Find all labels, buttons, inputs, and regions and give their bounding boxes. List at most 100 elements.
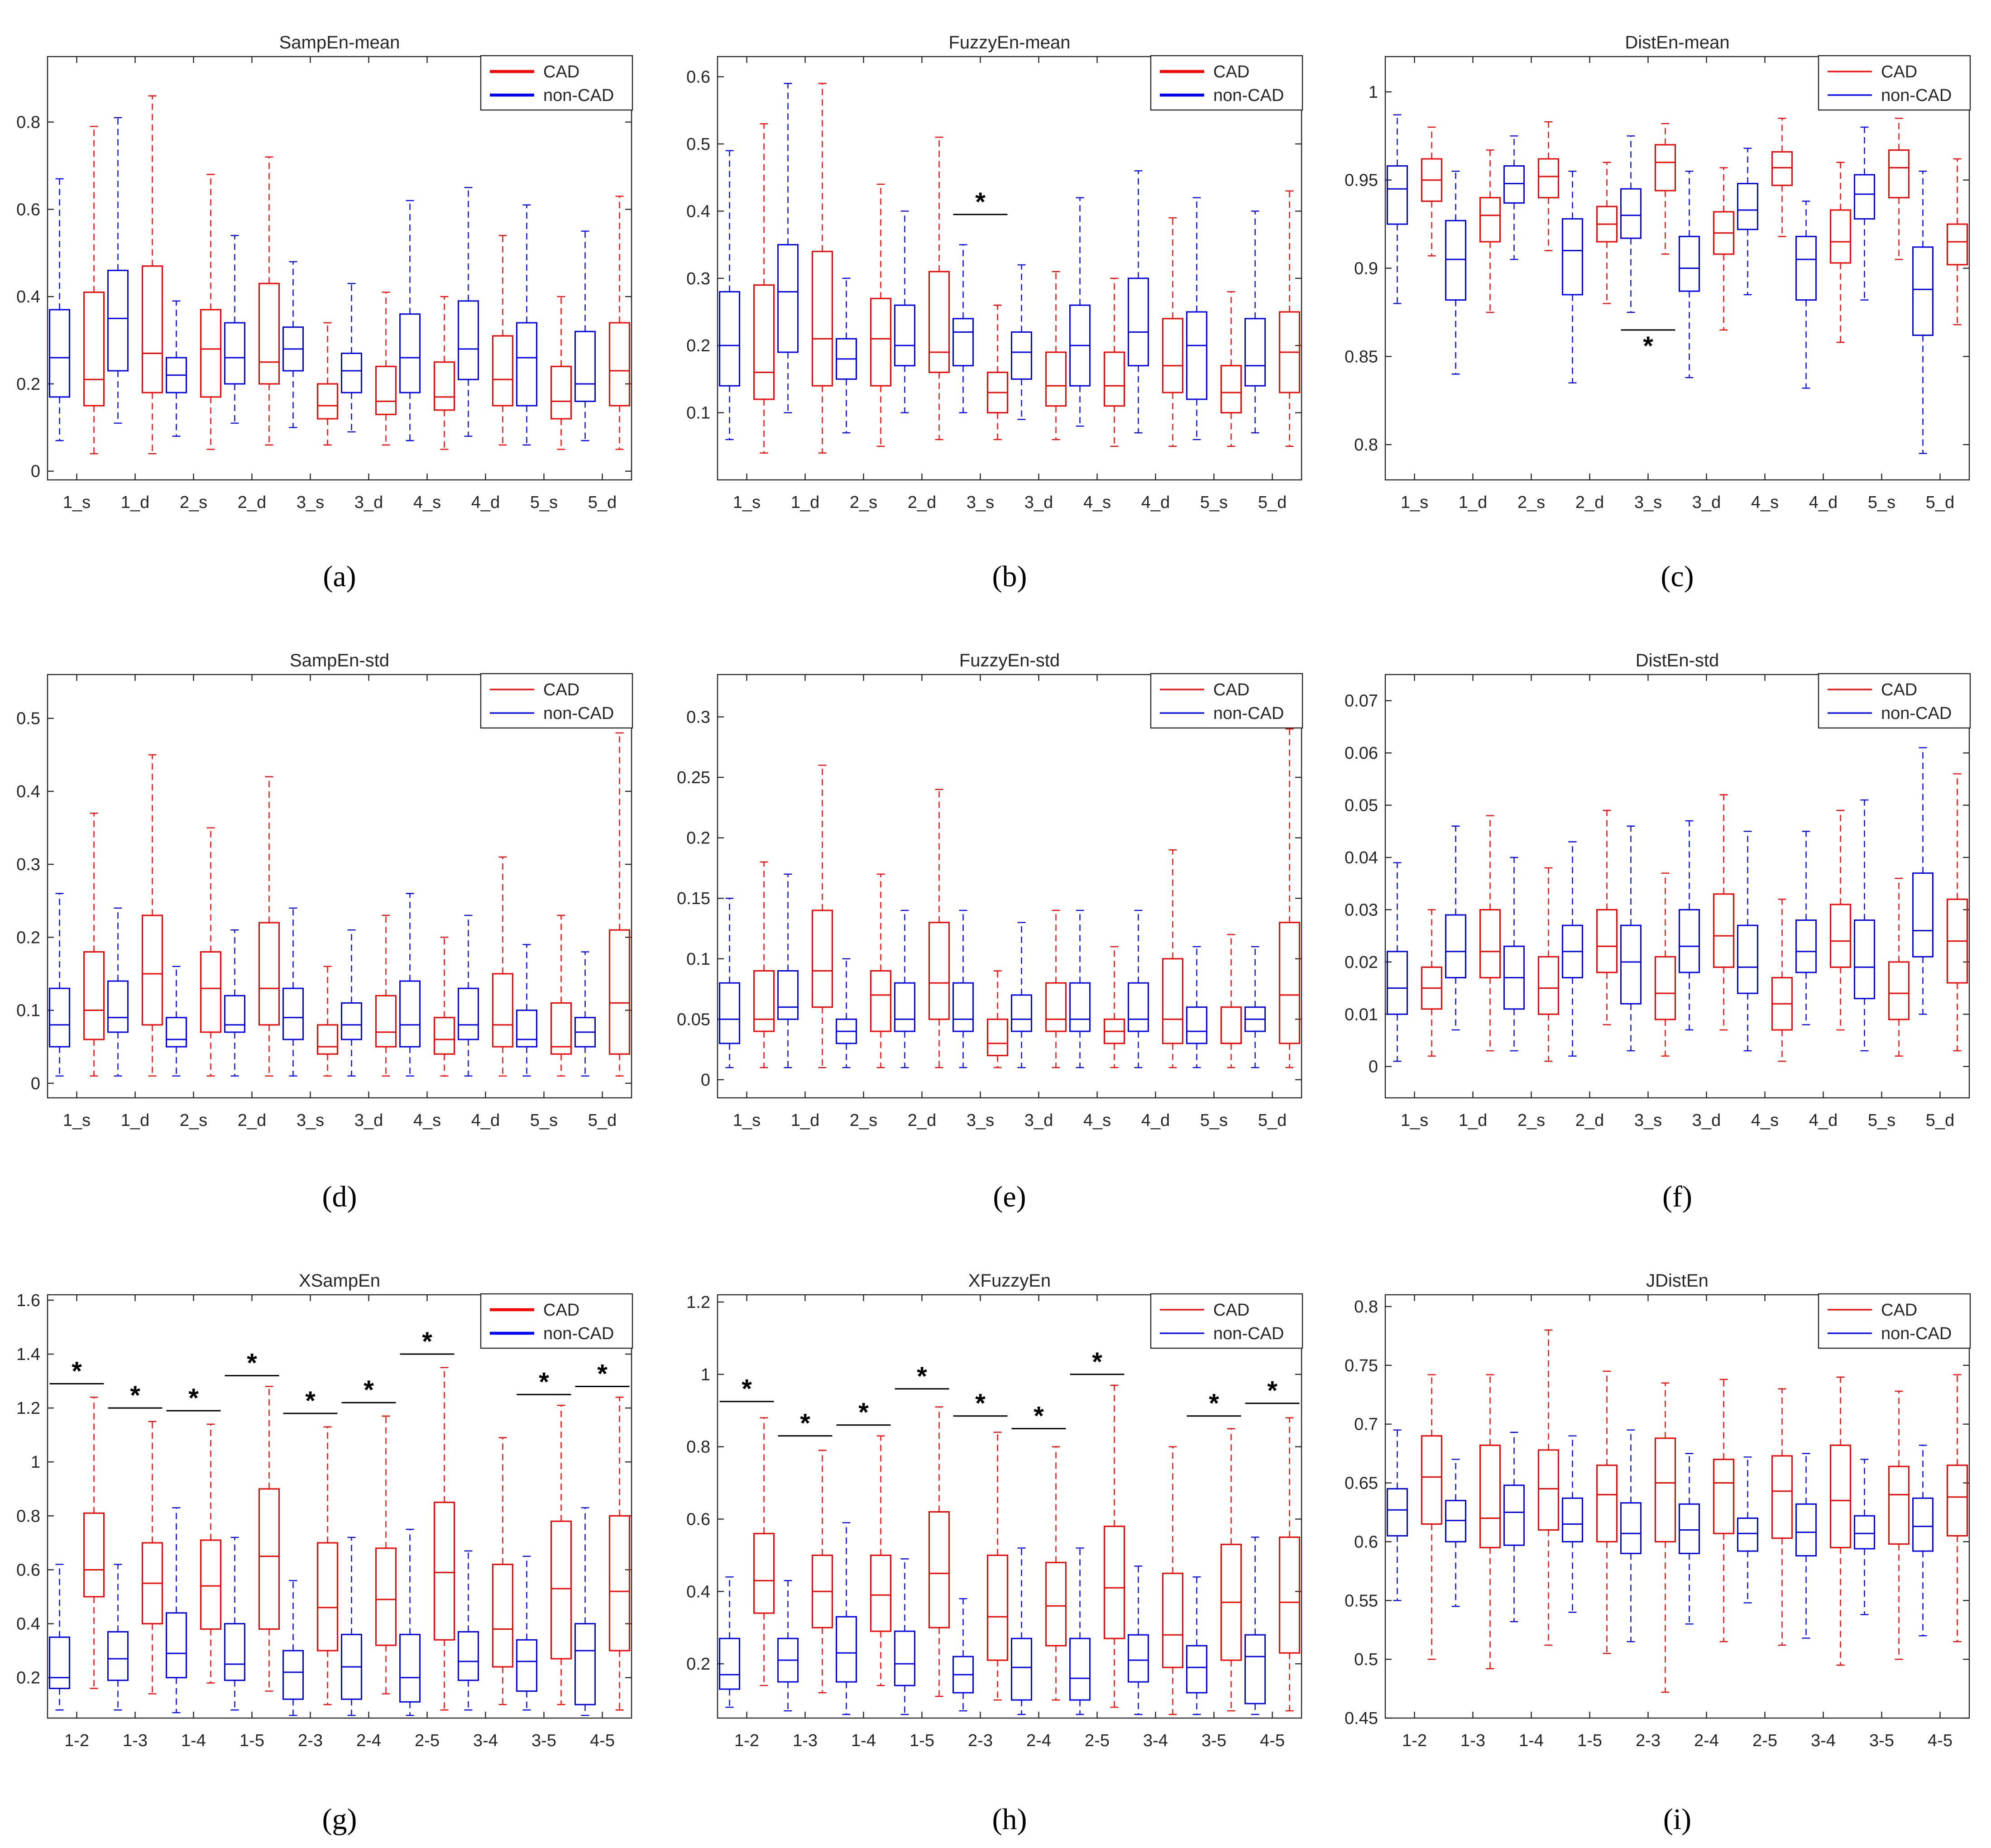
- box-3-5: [516, 1556, 537, 1711]
- box-2-4: [1713, 1379, 1734, 1642]
- box-1-5: [258, 1386, 280, 1692]
- box-3-4: [1128, 1566, 1149, 1715]
- box-iqr: [1538, 1449, 1559, 1531]
- box-2-4: [1011, 1547, 1032, 1715]
- box-iqr: [1830, 209, 1851, 264]
- box-4_d: [458, 187, 479, 437]
- series-non-cad: [49, 1507, 596, 1716]
- box-iqr: [1244, 1634, 1266, 1704]
- y-tick-label: 0.2: [16, 928, 40, 947]
- box-iqr: [516, 322, 537, 407]
- box-5_s: [1186, 197, 1207, 440]
- box-iqr: [550, 1520, 572, 1660]
- box-5_s: [516, 204, 537, 446]
- chart-title: XSampEn: [299, 1271, 380, 1291]
- box-iqr: [753, 1532, 775, 1614]
- box-1-2: [1421, 1374, 1442, 1660]
- box-1_d: [1445, 171, 1466, 375]
- y-tick-label: 0.8: [1354, 1297, 1378, 1317]
- box-iqr: [1279, 1536, 1300, 1654]
- box-iqr: [1279, 922, 1300, 1044]
- box-1-3: [777, 1580, 799, 1712]
- box-iqr: [1655, 144, 1676, 192]
- box-iqr: [928, 271, 950, 373]
- axes-box: [47, 674, 632, 1099]
- box-2_d: [894, 910, 915, 1068]
- box-3_d: [1011, 922, 1032, 1068]
- x-tick-label: 3_d: [1692, 1111, 1721, 1130]
- y-tick-label: 0.4: [16, 1615, 40, 1634]
- box-1_s: [1421, 909, 1442, 1057]
- box-iqr: [1538, 158, 1559, 199]
- legend-label-non-cad: non-CAD: [543, 1324, 614, 1343]
- box-iqr: [317, 1542, 338, 1652]
- x-tick-label: 4_d: [1809, 1111, 1838, 1130]
- x-tick-label: 3-4: [473, 1731, 498, 1750]
- panel-disten-mean: DistEn-mean 0.8 0.85 0.9 0.95 1 1_s 1_d 2_s 2_d 3_…: [1345, 33, 1971, 593]
- legend-box: [480, 1293, 633, 1349]
- x-tick-label: 4_d: [471, 1111, 500, 1130]
- x-tick-label: 3_d: [354, 493, 383, 512]
- box-5_s: [550, 296, 572, 450]
- box-iqr: [1888, 149, 1910, 199]
- y-tick-label: 0: [701, 1071, 710, 1090]
- panel-fuzzyen-std: FuzzyEn-std 0 0.05 0.1 0.15 0.2 0.25 0.3 1_s 1_d 2…: [677, 651, 1303, 1213]
- box-5_d: [1947, 158, 1968, 326]
- box-iqr: [1503, 1484, 1525, 1546]
- box-iqr: [107, 1631, 129, 1681]
- box-1-4: [166, 1507, 187, 1714]
- x-tick-label: 2_s: [850, 1111, 877, 1130]
- box-iqr: [224, 995, 245, 1033]
- box-4_d: [492, 235, 513, 446]
- x-tick-label: 5_s: [1200, 493, 1228, 512]
- box-2_s: [166, 966, 187, 1077]
- box-iqr: [1620, 1502, 1642, 1554]
- box-1-2: [83, 1397, 105, 1689]
- panel-disten-std: DistEn-std 0 0.01 0.02 0.03 0.04 0.05 0.06 0.07 1…: [1345, 651, 1971, 1213]
- box-iqr: [1737, 183, 1758, 230]
- y-tick-label: 0.3: [16, 855, 40, 874]
- y-tick-label: 0.7: [1354, 1415, 1378, 1434]
- box-iqr: [928, 922, 950, 1020]
- x-tick-label: 3_d: [1692, 493, 1721, 512]
- box-iqr: [870, 1554, 891, 1632]
- legend-label-cad: CAD: [543, 680, 579, 699]
- x-tick-label: 1-2: [1402, 1731, 1427, 1750]
- chart-title: XFuzzyEn: [968, 1271, 1051, 1291]
- box-1-3: [107, 1564, 129, 1711]
- axes-box: [717, 674, 1302, 1099]
- box-iqr: [1045, 982, 1067, 1032]
- box-2-4: [1679, 1453, 1700, 1625]
- x-tick-label: 2_d: [908, 493, 936, 512]
- x-tick-label: 4_s: [1083, 493, 1111, 512]
- chart-title: JDistEn: [1646, 1271, 1709, 1291]
- box-1_s: [49, 178, 70, 441]
- box-2-5: [399, 1528, 421, 1716]
- box-iqr: [200, 309, 221, 398]
- box-4_d: [1162, 849, 1183, 1068]
- box-4_d: [1795, 831, 1817, 1025]
- significance-star: *: [597, 1359, 608, 1388]
- box-4_s: [399, 200, 421, 441]
- x-tick-label: 2-3: [1636, 1731, 1661, 1750]
- box-5_d: [1279, 190, 1300, 447]
- box-2-4: [1045, 1446, 1067, 1701]
- x-tick-label: 1-5: [1577, 1731, 1602, 1750]
- box-1-5: [224, 1537, 245, 1711]
- box-4_d: [1128, 910, 1149, 1068]
- significance-star: *: [975, 1389, 986, 1418]
- significance-star: *: [188, 1384, 199, 1413]
- box-4_d: [1830, 809, 1851, 1031]
- box-iqr: [142, 914, 163, 1026]
- y-tick-label: 0: [31, 462, 40, 481]
- box-iqr: [1655, 956, 1676, 1020]
- significance-star: *: [247, 1349, 257, 1378]
- panel-label: (h): [992, 1803, 1027, 1836]
- box-iqr: [1830, 1444, 1851, 1548]
- box-1-4: [1538, 1329, 1559, 1646]
- box-5_d: [1912, 171, 1934, 454]
- x-tick-label: 3-5: [1201, 1731, 1226, 1750]
- legend-box: [1150, 55, 1303, 111]
- box-iqr: [1888, 1465, 1910, 1545]
- panel-fuzzyen-mean: FuzzyEn-mean 0.1 0.2 0.3 0.4 0.5 0.6 1_s 1_d 2_s 2…: [686, 33, 1303, 593]
